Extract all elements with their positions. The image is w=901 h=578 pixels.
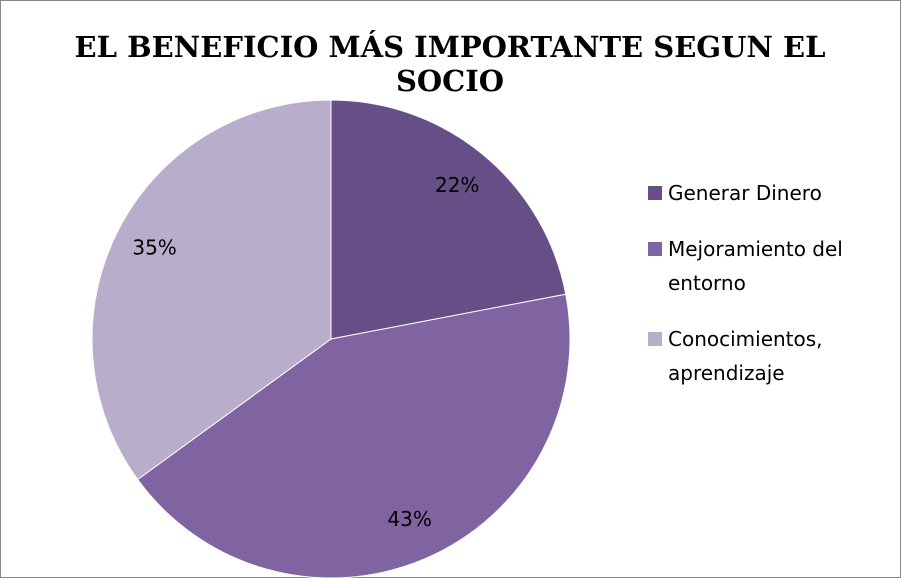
chart-title: EL BENEFICIO MÁS IMPORTANTE SEGUN EL SOC… bbox=[74, 30, 826, 98]
legend-label: Mejoramiento del entorno bbox=[668, 237, 843, 295]
data-label: 22% bbox=[435, 173, 479, 197]
data-label: 43% bbox=[387, 507, 431, 531]
legend-swatch bbox=[648, 242, 662, 256]
legend: Generar Dinero Mejoramiento del entorno Co… bbox=[648, 176, 848, 412]
legend-label: Generar Dinero bbox=[668, 181, 822, 205]
legend-item: Mejoramiento del entorno bbox=[648, 232, 848, 300]
legend-swatch bbox=[648, 332, 662, 346]
legend-label: Conocimientos, aprendizaje bbox=[668, 327, 823, 385]
pie-slice bbox=[136, 293, 571, 578]
legend-item: Generar Dinero bbox=[648, 176, 848, 210]
pie-slice bbox=[330, 99, 567, 340]
legend-item: Conocimientos, aprendizaje bbox=[648, 322, 848, 390]
legend-swatch bbox=[648, 186, 662, 200]
pie-slice bbox=[91, 99, 332, 481]
data-label: 35% bbox=[132, 236, 176, 260]
